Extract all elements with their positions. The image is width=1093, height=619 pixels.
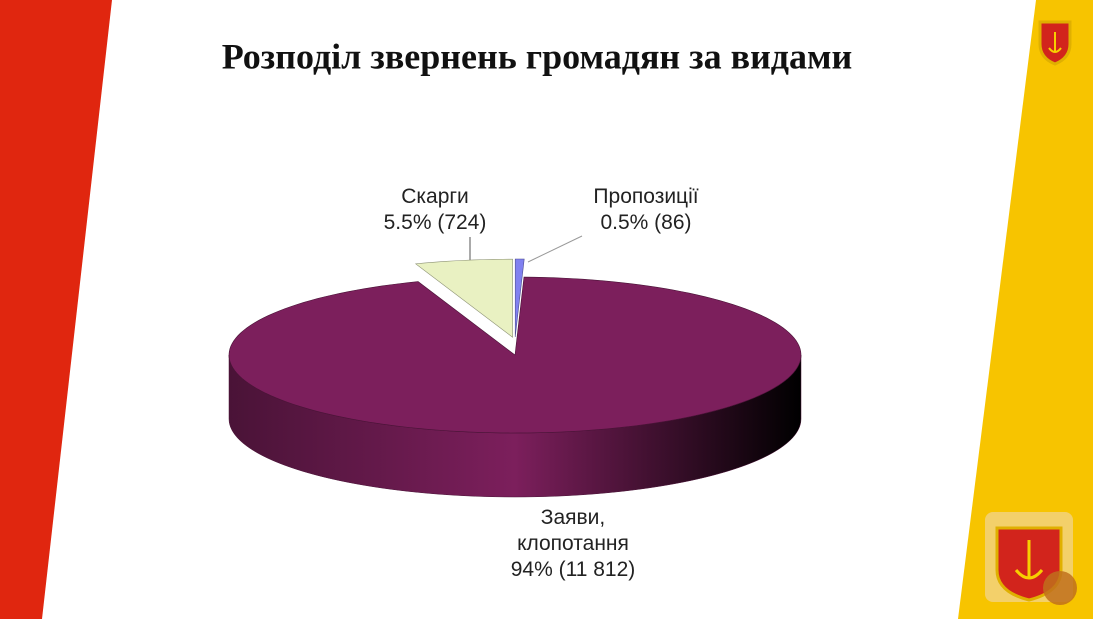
logo-bottom bbox=[985, 512, 1077, 605]
logo-top bbox=[1038, 20, 1072, 66]
label: Пропозиції 0.5% (86) bbox=[593, 184, 698, 236]
chart-title: Розподіл звернень громадян за видами bbox=[222, 36, 853, 76]
label: Скарги 5.5% (724) bbox=[384, 184, 487, 236]
category-label: Заяви, клопотання bbox=[517, 506, 629, 555]
label: Заяви, клопотання 94% (11 812) bbox=[498, 505, 648, 583]
yellow-stripe bbox=[958, 0, 1093, 619]
pie-slice bbox=[514, 258, 525, 338]
category-label: Скарги bbox=[401, 185, 469, 208]
category-label: Пропозиції bbox=[593, 185, 699, 208]
pie bbox=[228, 258, 802, 498]
red-stripe bbox=[0, 0, 112, 619]
value-label: 94% (11 812) bbox=[510, 558, 636, 581]
pie-slice bbox=[414, 258, 513, 338]
value-label: 0.5% (86) bbox=[600, 211, 692, 234]
pie-slice bbox=[228, 276, 802, 434]
leader-line bbox=[527, 235, 583, 263]
value-label: 5.5% (724) bbox=[383, 211, 487, 234]
